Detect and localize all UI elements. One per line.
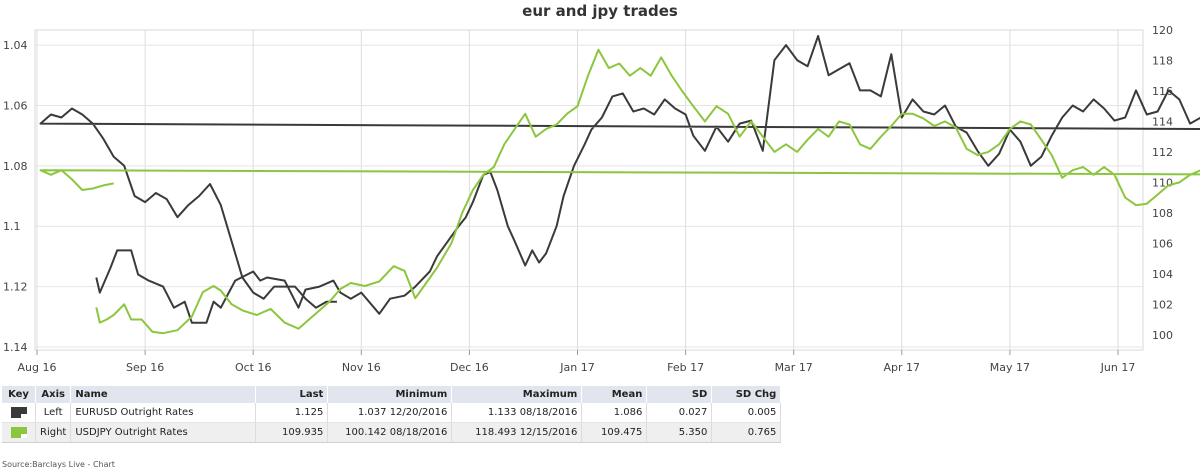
left-y-tick-label: 1.1 xyxy=(3,220,21,233)
x-tick-label: Jan 17 xyxy=(559,361,594,374)
x-tick-label: Aug 16 xyxy=(18,361,57,374)
header-minimum: Minimum xyxy=(327,386,453,403)
eurusd-series-line xyxy=(39,35,1200,324)
x-tick-label: May 17 xyxy=(990,361,1030,374)
name-cell: USDJPY Outright Rates xyxy=(70,422,257,443)
right-y-tick-label: 104 xyxy=(1152,268,1173,281)
last-cell: 109.935 xyxy=(255,422,329,443)
right-y-tick-label: 120 xyxy=(1152,24,1173,37)
series-key-swatch xyxy=(10,426,27,438)
maximum-cell: 118.493 12/15/2016 xyxy=(451,422,583,443)
plot-area xyxy=(34,29,1144,351)
sd-chg-cell: 0.765 xyxy=(711,422,782,443)
right-y-tick-label: 116 xyxy=(1152,85,1173,98)
line-chart: Aug 16 Sep 16 Oct 16 Nov 16 Dec 16 Jan 17 Feb … xyxy=(3,24,1200,374)
x-tick-label: Nov 16 xyxy=(342,361,381,374)
table-row: Left EURUSD Outright Rates 1.125 1.037 1… xyxy=(2,403,782,423)
series-key-swatch xyxy=(10,406,27,418)
right-y-tick-label: 100 xyxy=(1152,329,1173,342)
mean-cell: 109.475 xyxy=(581,422,648,443)
name-cell: EURUSD Outright Rates xyxy=(70,403,257,423)
minimum-cell: 100.142 08/18/2016 xyxy=(327,422,453,443)
right-y-tick-label: 106 xyxy=(1152,237,1173,250)
x-tick-label: Mar 17 xyxy=(775,361,813,374)
left-y-tick-label: 1.08 xyxy=(3,160,28,173)
right-y-tick-label: 118 xyxy=(1152,54,1173,67)
header-axis: Axis xyxy=(35,386,72,403)
right-y-tick-label: 110 xyxy=(1152,176,1173,189)
right-y-tick-label: 114 xyxy=(1152,115,1173,128)
last-cell: 1.125 xyxy=(255,403,329,423)
minimum-cell: 1.037 12/20/2016 xyxy=(327,403,453,423)
x-tick-label: Oct 16 xyxy=(235,361,272,374)
header-last: Last xyxy=(255,386,329,403)
x-tick-label: Sep 16 xyxy=(126,361,164,374)
left-y-tick-label: 1.12 xyxy=(3,281,28,294)
right-y-tick-label: 108 xyxy=(1152,207,1173,220)
sd-cell: 0.027 xyxy=(646,403,713,423)
right-y-tick-label: 112 xyxy=(1152,146,1173,159)
table-row: Right USDJPY Outright Rates 109.935 100.… xyxy=(2,422,782,443)
usdjpy-series-line xyxy=(39,48,1200,335)
chart-title: eur and jpy trades xyxy=(522,2,678,20)
axis-cell: Left xyxy=(35,403,72,423)
header-key: Key xyxy=(2,386,36,403)
key-cell xyxy=(2,422,36,443)
header-mean: Mean xyxy=(581,386,648,403)
left-y-tick-label: 1.14 xyxy=(3,341,28,354)
x-tick-label: Dec 16 xyxy=(450,361,489,374)
sd-cell: 5.350 xyxy=(646,422,713,443)
statistics-table: Key Axis Name Last Minimum Maximum Mean … xyxy=(2,386,782,443)
header-name: Name xyxy=(70,386,257,403)
header-sd-chg: SD Chg xyxy=(711,386,782,403)
mean-cell: 1.086 xyxy=(581,403,648,423)
left-y-tick-label: 1.06 xyxy=(3,99,28,112)
right-y-tick-label: 102 xyxy=(1152,298,1173,311)
header-sd: SD xyxy=(646,386,713,403)
source-note: Source:Barclays Live - Chart xyxy=(2,460,115,469)
axis-cell: Right xyxy=(35,422,72,443)
left-y-tick-label: 1.04 xyxy=(3,39,28,52)
key-cell xyxy=(2,403,36,423)
table-header-row: Key Axis Name Last Minimum Maximum Mean … xyxy=(2,386,782,403)
x-tick-label: Jun 17 xyxy=(1100,361,1136,374)
maximum-cell: 1.133 08/18/2016 xyxy=(451,403,583,423)
sd-chg-cell: 0.005 xyxy=(711,403,782,423)
x-tick-label: Feb 17 xyxy=(667,361,704,374)
x-tick-label: Apr 17 xyxy=(884,361,921,374)
header-maximum: Maximum xyxy=(451,386,583,403)
